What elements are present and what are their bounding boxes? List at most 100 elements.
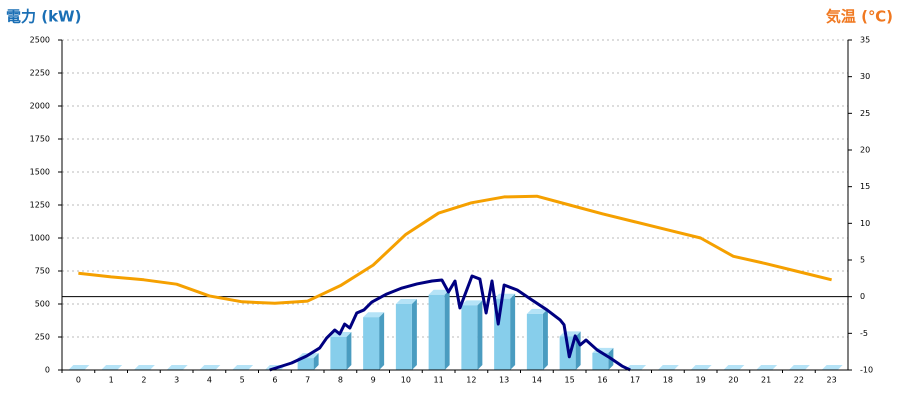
y2-tick-label: -5 xyxy=(860,329,868,338)
bar-side xyxy=(477,300,483,370)
y2-tick-label: 25 xyxy=(860,109,870,118)
bar xyxy=(68,365,90,370)
bar-top xyxy=(232,365,254,370)
x-tick-label: 5 xyxy=(240,376,245,385)
y2-tick-label: 15 xyxy=(860,182,870,191)
bar xyxy=(723,365,745,370)
bar-top xyxy=(395,299,417,304)
y-tick-label: 500 xyxy=(35,300,50,309)
y-tick-label: 1000 xyxy=(30,234,50,243)
bar-front xyxy=(461,305,478,370)
y-tick-label: 2250 xyxy=(30,69,50,78)
bar xyxy=(690,365,712,370)
bar-top xyxy=(657,365,679,370)
bar-front xyxy=(526,313,543,370)
bar-front xyxy=(363,317,380,370)
bar-top xyxy=(166,365,188,370)
bar xyxy=(363,312,385,370)
bar xyxy=(494,293,516,370)
y-tick-label: 1750 xyxy=(30,135,50,144)
bar xyxy=(395,299,417,370)
x-tick-label: 11 xyxy=(434,376,444,385)
y2-tick-label: 10 xyxy=(860,219,870,228)
y-tick-label: 250 xyxy=(35,333,50,342)
x-tick-label: 14 xyxy=(532,376,542,385)
x-tick-label: 22 xyxy=(794,376,804,385)
x-tick-label: 1 xyxy=(109,376,114,385)
bar-front xyxy=(395,304,412,370)
bar-top xyxy=(461,300,483,306)
line xyxy=(78,194,832,305)
x-tick-label: 6 xyxy=(272,376,277,385)
x-tick-label: 17 xyxy=(630,376,640,385)
bar xyxy=(756,365,778,370)
bar-top xyxy=(821,365,843,370)
bar-top xyxy=(133,365,155,370)
bar-side xyxy=(379,312,385,370)
bar-side xyxy=(542,308,548,370)
x-tick-label: 18 xyxy=(663,376,673,385)
bar xyxy=(428,289,450,370)
y2-tick-label: 30 xyxy=(860,72,870,81)
bar-side xyxy=(444,289,450,370)
y-tick-label: 0 xyxy=(45,366,50,375)
bar-front xyxy=(592,352,609,370)
bar-top xyxy=(788,365,810,370)
x-tick-label: 13 xyxy=(499,376,509,385)
x-tick-label: 19 xyxy=(696,376,706,385)
bar-top xyxy=(428,289,450,295)
y2-tick-label: 35 xyxy=(860,36,870,45)
y-tick-label: 1250 xyxy=(30,201,50,210)
bar-top xyxy=(690,365,712,370)
bar xyxy=(101,365,123,370)
bar-top xyxy=(756,365,778,370)
x-tick-label: 3 xyxy=(174,376,179,385)
bar-front xyxy=(428,294,445,370)
x-tick-label: 8 xyxy=(338,376,343,385)
y2-tick-label: 20 xyxy=(860,146,870,155)
bar xyxy=(166,365,188,370)
y-tick-label: 750 xyxy=(35,267,50,276)
x-tick-label: 15 xyxy=(565,376,575,385)
x-tick-label: 0 xyxy=(76,376,81,385)
x-tick-label: 21 xyxy=(761,376,771,385)
bar-top xyxy=(101,365,123,370)
x-tick-label: 20 xyxy=(728,376,738,385)
y2-tick-label: -10 xyxy=(860,366,873,375)
bar-top xyxy=(68,365,90,370)
bar-side xyxy=(346,332,352,370)
bar xyxy=(232,365,254,370)
bar xyxy=(461,300,483,370)
x-tick-label: 16 xyxy=(597,376,607,385)
x-tick-label: 23 xyxy=(827,376,837,385)
bar-top xyxy=(494,293,516,299)
x-tick-label: 12 xyxy=(466,376,476,385)
x-tick-label: 2 xyxy=(141,376,146,385)
bar xyxy=(526,308,548,370)
y2-tick-label: 5 xyxy=(860,256,865,265)
x-tick-label: 4 xyxy=(207,376,212,385)
bar-side xyxy=(510,293,516,370)
x-tick-label: 10 xyxy=(401,376,411,385)
y-axis-title: 電力 (kW) xyxy=(6,8,81,26)
bar-top xyxy=(363,312,385,318)
bar-side xyxy=(411,299,417,370)
bar xyxy=(657,365,679,370)
bar-top xyxy=(526,308,548,314)
bar xyxy=(821,365,843,370)
y-tick-label: 2000 xyxy=(30,102,50,111)
bar-top xyxy=(723,365,745,370)
y2-axis-title: 気温 (℃) xyxy=(826,8,893,26)
y2-tick-label: 0 xyxy=(860,292,865,301)
bar-side xyxy=(313,353,319,370)
bar xyxy=(330,332,352,370)
line xyxy=(269,274,631,372)
x-tick-label: 7 xyxy=(305,376,310,385)
bar-top xyxy=(199,365,221,370)
x-tick-label: 9 xyxy=(371,376,376,385)
bar xyxy=(199,365,221,370)
bar xyxy=(133,365,155,370)
bar-front xyxy=(330,337,347,370)
y-tick-label: 1500 xyxy=(30,168,50,177)
